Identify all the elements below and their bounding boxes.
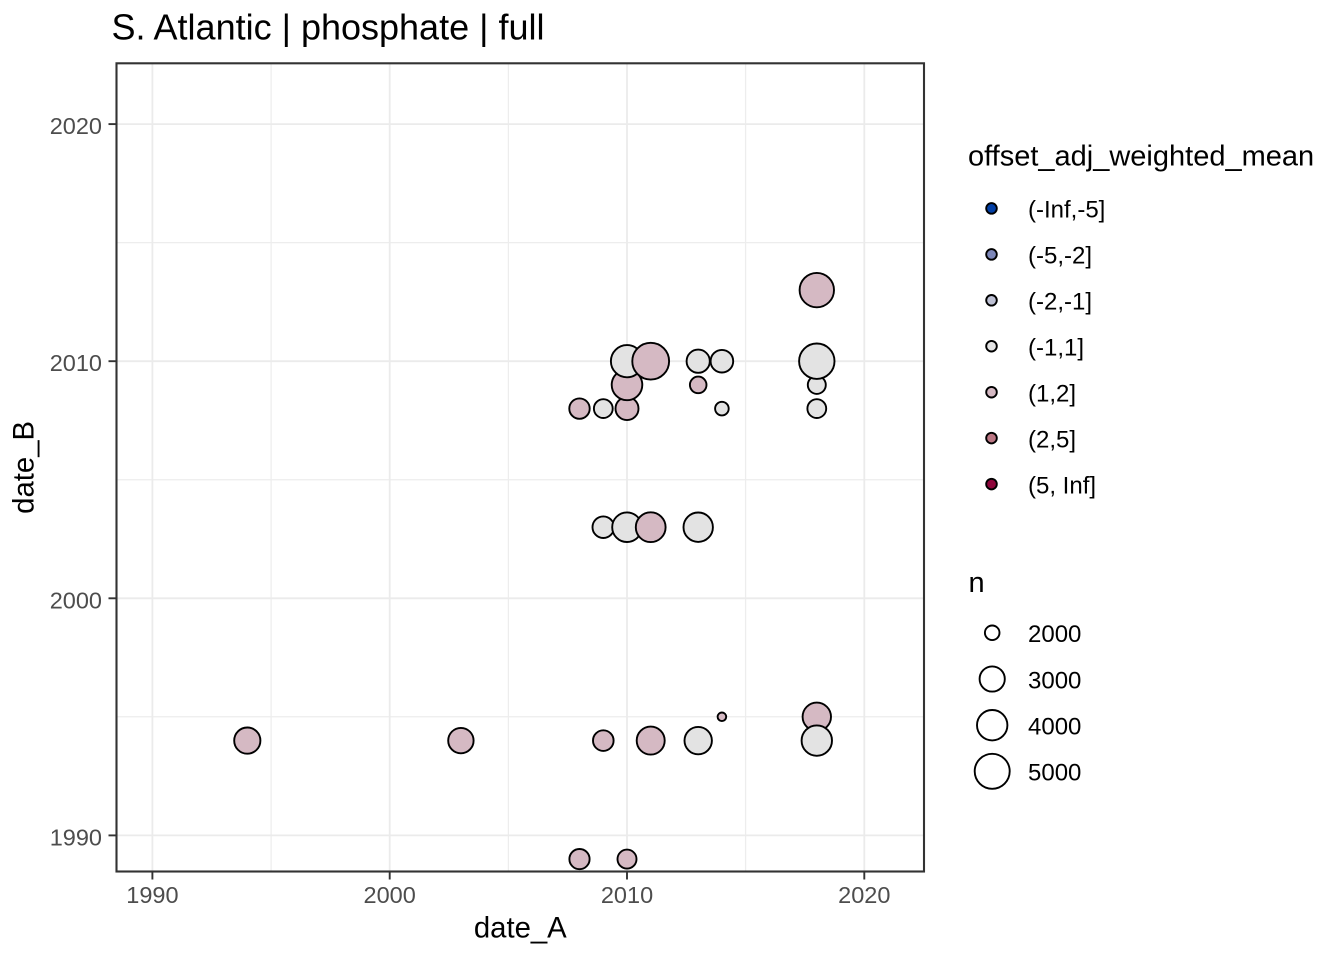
svg-text:2010: 2010 — [50, 350, 102, 376]
svg-text:2000: 2000 — [364, 882, 416, 908]
svg-text:date_A: date_A — [474, 912, 567, 945]
svg-text:2000: 2000 — [50, 587, 102, 613]
svg-text:n: n — [969, 567, 985, 599]
svg-text:5000: 5000 — [1028, 760, 1081, 787]
svg-text:(5, Inf]: (5, Inf] — [1028, 472, 1096, 499]
svg-text:2010: 2010 — [601, 882, 653, 908]
svg-text:1990: 1990 — [126, 882, 178, 908]
svg-text:2020: 2020 — [50, 113, 102, 139]
svg-text:(-Inf,-5]: (-Inf,-5] — [1028, 197, 1105, 224]
svg-text:4000: 4000 — [1028, 714, 1081, 741]
svg-text:(-2,-1]: (-2,-1] — [1028, 289, 1092, 316]
svg-text:2020: 2020 — [838, 882, 890, 908]
svg-text:S. Atlantic | phosphate | full: S. Atlantic | phosphate | full — [112, 7, 545, 48]
svg-text:1990: 1990 — [50, 824, 102, 850]
svg-text:(2,5]: (2,5] — [1028, 426, 1076, 453]
svg-text:2000: 2000 — [1028, 621, 1081, 648]
svg-text:offset_adj_weighted_mean: offset_adj_weighted_mean — [968, 141, 1314, 173]
svg-text:(-1,1]: (-1,1] — [1028, 335, 1084, 362]
svg-text:(1,2]: (1,2] — [1028, 381, 1076, 408]
svg-text:3000: 3000 — [1028, 667, 1081, 694]
svg-text:(-5,-2]: (-5,-2] — [1028, 243, 1092, 270]
svg-text:date_B: date_B — [8, 421, 41, 514]
